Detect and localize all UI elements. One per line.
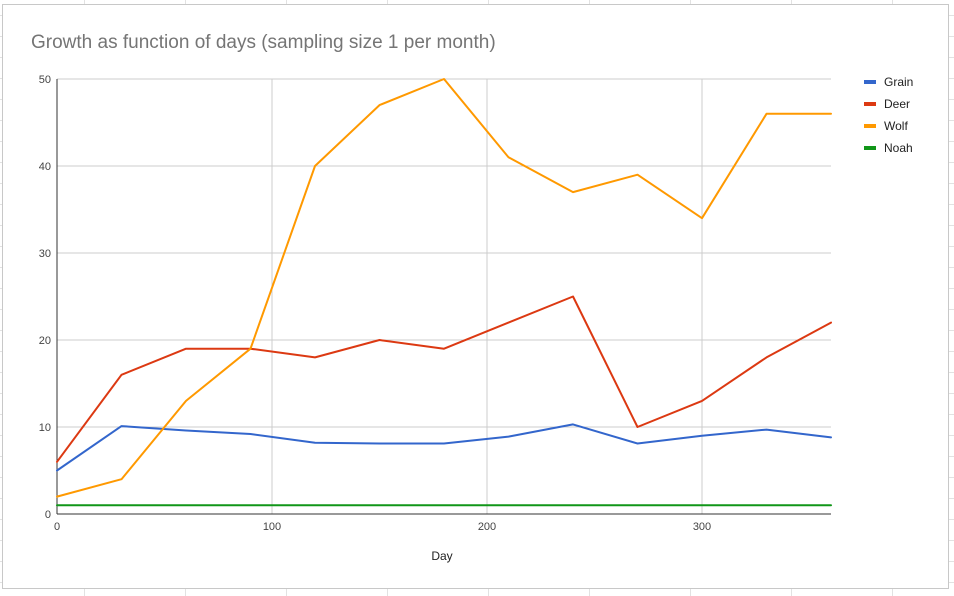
- legend-label: Noah: [884, 141, 913, 155]
- legend-swatch: [864, 146, 876, 150]
- y-tick-label: 40: [39, 161, 51, 173]
- legend-swatch: [864, 102, 876, 106]
- series-line-grain: [56, 423, 832, 472]
- y-tick-label: 30: [39, 248, 51, 260]
- y-tick-label: 10: [39, 422, 51, 434]
- chart-title: Growth as function of days (sampling siz…: [31, 32, 496, 53]
- legend-label: Wolf: [884, 119, 908, 133]
- chart-legend: Grain Deer Wolf Noah: [864, 71, 913, 159]
- x-tick-label: 300: [693, 521, 711, 533]
- series-line-deer: [56, 295, 832, 463]
- chart-container[interactable]: [2, 4, 949, 589]
- y-tick-label: 20: [39, 335, 51, 347]
- legend-item-noah[interactable]: Noah: [864, 137, 913, 159]
- legend-label: Deer: [884, 97, 911, 111]
- legend-item-wolf[interactable]: Wolf: [864, 115, 913, 137]
- legend-swatch: [864, 124, 876, 128]
- x-tick-label: 0: [54, 521, 60, 533]
- x-tick-label: 100: [263, 521, 281, 533]
- x-tick-label: 200: [478, 521, 496, 533]
- y-tick-label: 0: [45, 509, 51, 521]
- legend-label: Grain: [884, 75, 914, 89]
- series-line-wolf: [56, 78, 832, 498]
- legend-item-deer[interactable]: Deer: [864, 93, 913, 115]
- legend-swatch: [864, 80, 876, 84]
- y-tick-label: 50: [39, 74, 51, 86]
- x-axis-label: Day: [431, 549, 452, 563]
- legend-item-grain[interactable]: Grain: [864, 71, 913, 93]
